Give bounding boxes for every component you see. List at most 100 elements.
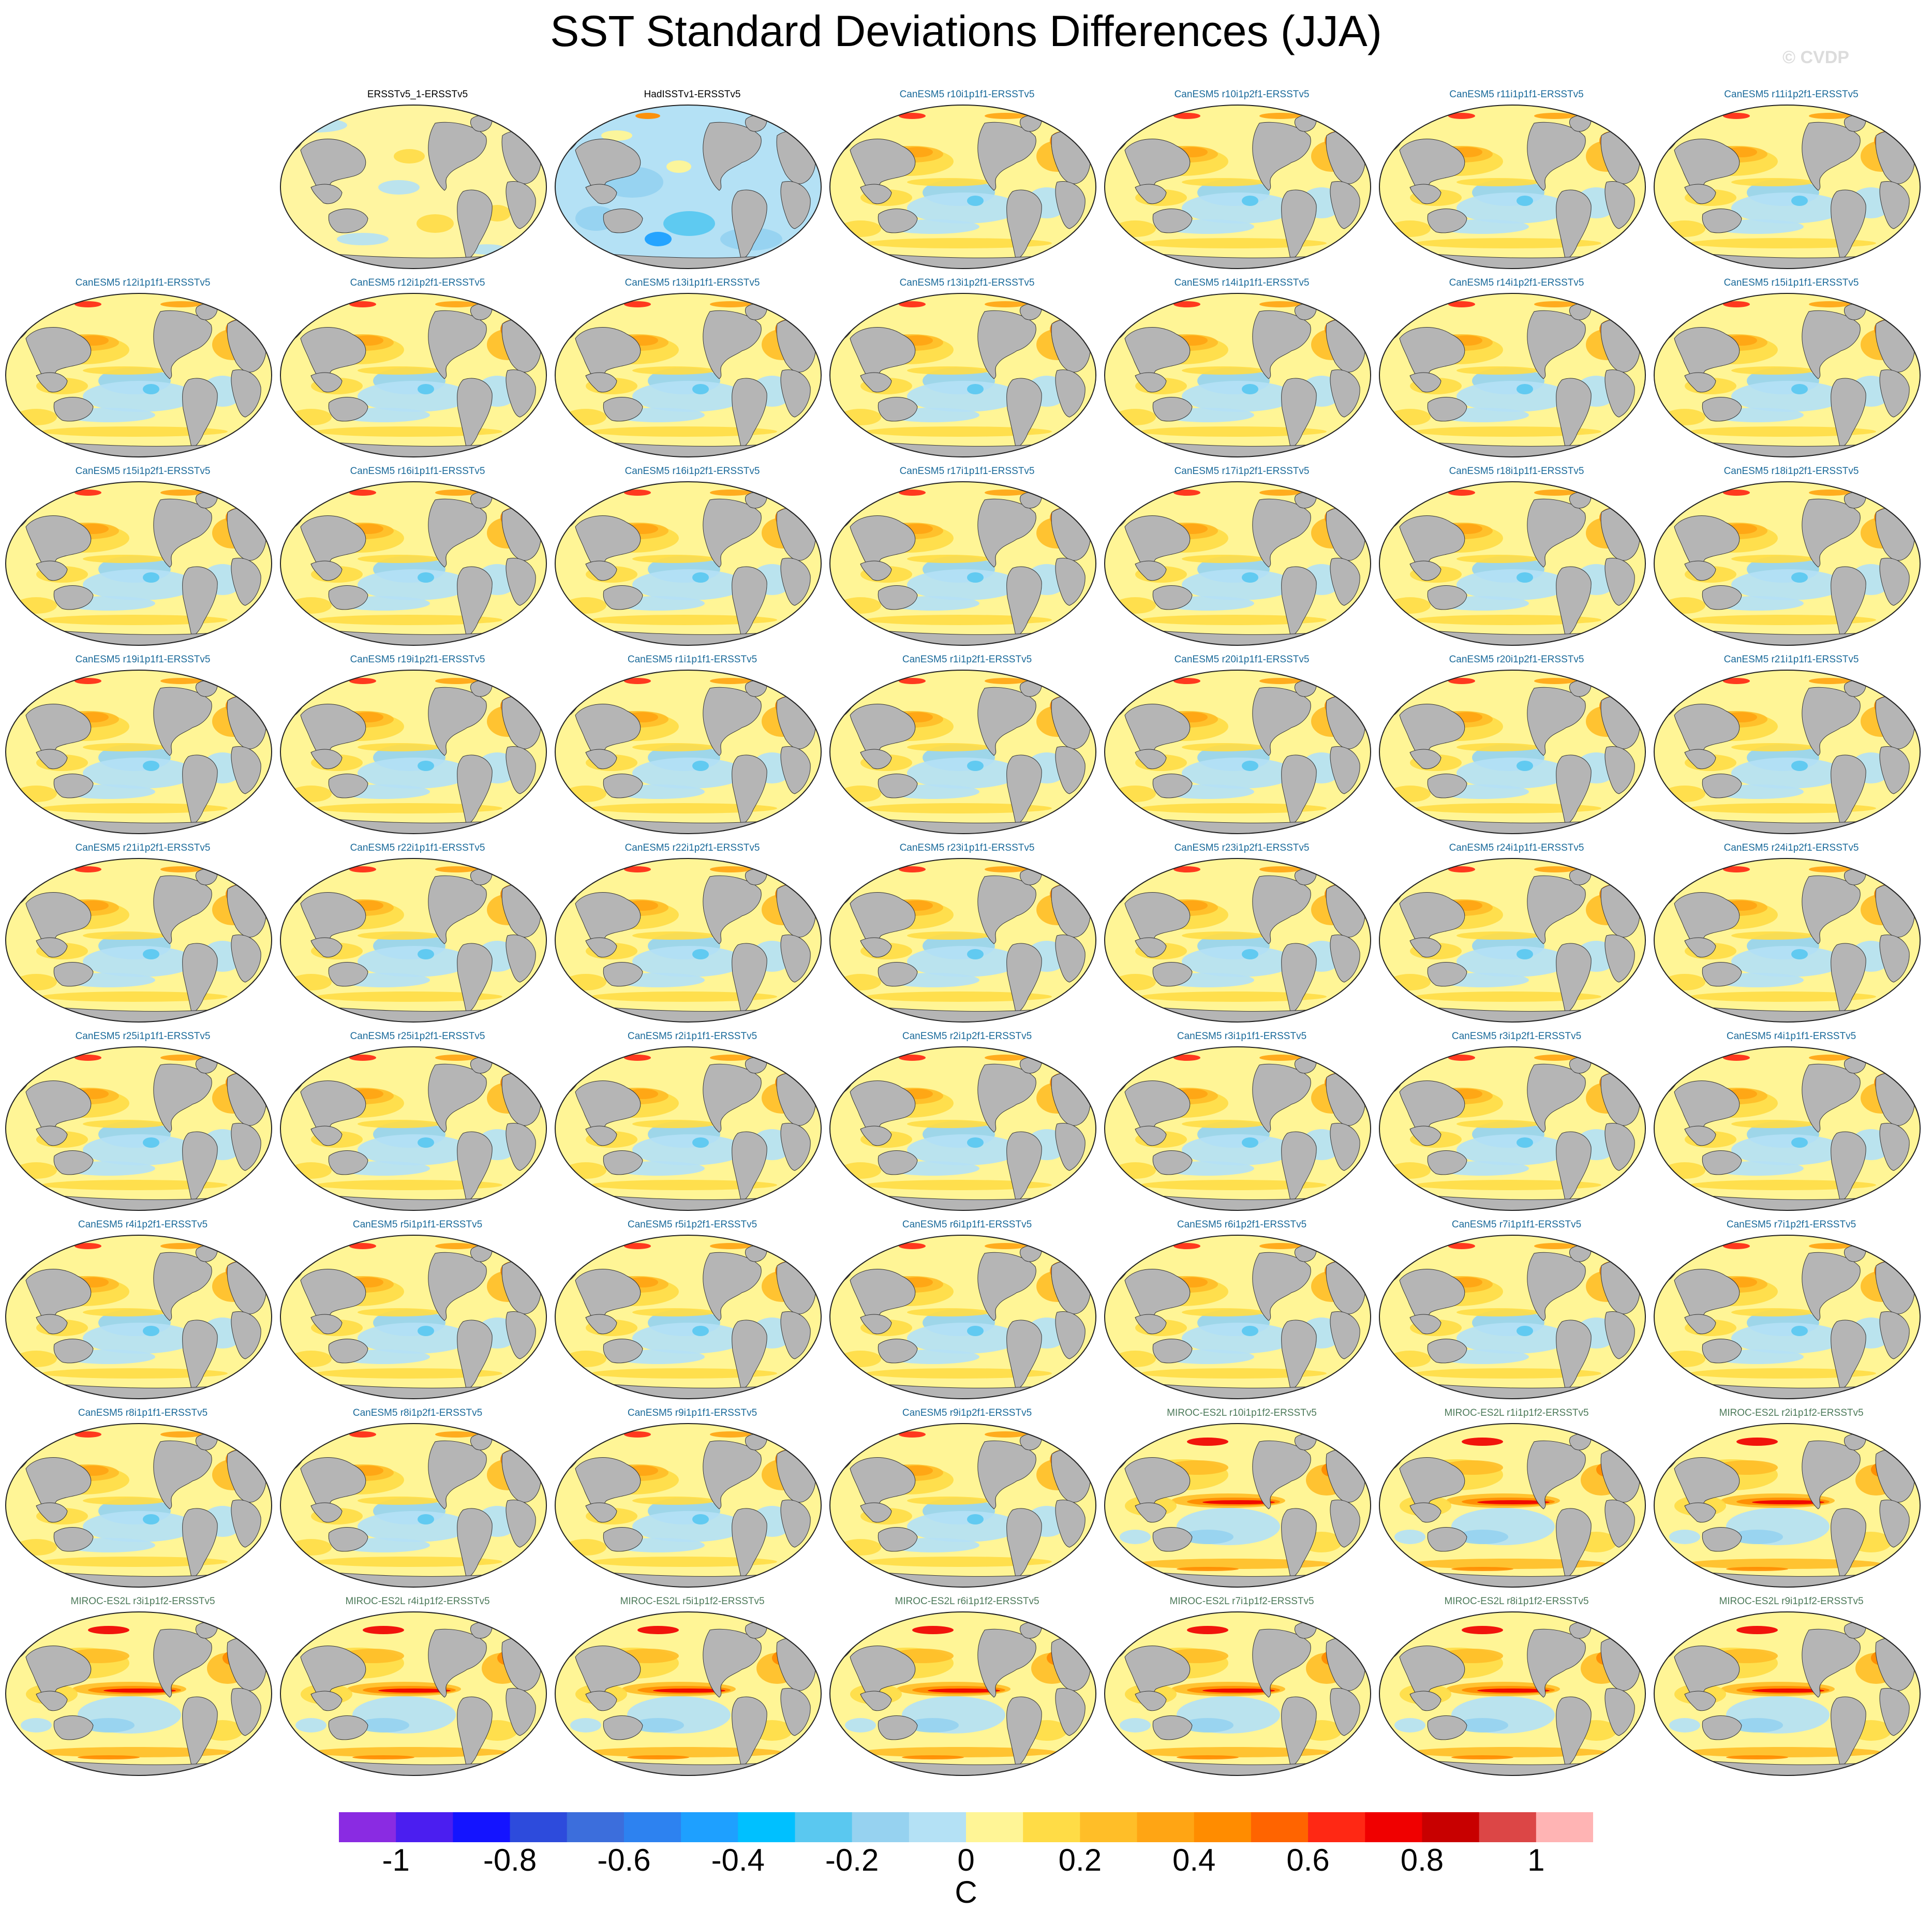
robinson-map	[5, 1235, 272, 1399]
panel-title: CanESM5 r5i1p1f1-ERSSTv5	[352, 1219, 483, 1230]
colorbar-tick-label: -0.4	[711, 1843, 765, 1877]
colorbar-tick-label: -0.2	[825, 1843, 879, 1877]
colorbar-tick-label: 1	[1527, 1843, 1545, 1877]
robinson-map	[555, 1235, 822, 1399]
land-mask	[7, 303, 266, 457]
map-panel: CanESM5 r17i1p1f1-ERSSTv5	[829, 466, 1105, 649]
map-panel: CanESM5 r25i1p1f1-ERSSTv5	[5, 1031, 280, 1215]
panel-title: MIROC-ES2L r9i1p1f2-ERSSTv5	[1719, 1596, 1864, 1607]
colorbar-tick-label: 0.2	[1058, 1843, 1102, 1877]
panel-title: CanESM5 r7i1p1f1-ERSSTv5	[1451, 1219, 1582, 1230]
panel-title: CanESM5 r22i1p2f1-ERSSTv5	[625, 842, 760, 853]
panel-title: CanESM5 r9i1p2f1-ERSSTv5	[902, 1408, 1032, 1418]
map-panel: MIROC-ES2L r4i1p1f2-ERSSTv5	[280, 1596, 555, 1780]
panel-title: CanESM5 r2i1p1f1-ERSSTv5	[627, 1031, 757, 1042]
watermark: © CVDP	[1782, 48, 1849, 67]
panel-title: ERSSTv5_1-ERSSTv5	[367, 89, 468, 100]
map-panel: CanESM5 r15i1p2f1-ERSSTv5	[5, 466, 280, 649]
robinson-map	[1104, 670, 1371, 834]
robinson-map	[1379, 105, 1646, 269]
map-panel: MIROC-ES2L r7i1p1f2-ERSSTv5	[1104, 1596, 1379, 1780]
land-mask	[1655, 1245, 1915, 1399]
panel-title: CanESM5 r8i1p2f1-ERSSTv5	[352, 1408, 483, 1418]
panel-title: CanESM5 r12i1p2f1-ERSSTv5	[350, 277, 485, 288]
robinson-map	[1654, 293, 1921, 457]
map-panel: CanESM5 r1i1p1f1-ERSSTv5	[555, 654, 830, 838]
colorbar-tick-label: 0.8	[1400, 1843, 1444, 1877]
robinson-map	[1654, 1611, 1921, 1776]
map-panel: CanESM5 r9i1p2f1-ERSSTv5	[829, 1408, 1105, 1591]
panel-title: CanESM5 r19i1p2f1-ERSSTv5	[350, 654, 485, 665]
map-panel: CanESM5 r4i1p2f1-ERSSTv5	[5, 1219, 280, 1403]
panel-title: CanESM5 r1i1p1f1-ERSSTv5	[627, 654, 757, 665]
robinson-map	[1379, 670, 1646, 834]
robinson-map	[1654, 858, 1921, 1023]
robinson-map	[5, 293, 272, 457]
colorbar-tick-label: -0.6	[597, 1843, 651, 1877]
panel-title: MIROC-ES2L r8i1p1f2-ERSSTv5	[1444, 1596, 1589, 1607]
robinson-map	[1104, 481, 1371, 646]
panel-title: CanESM5 r3i1p2f1-ERSSTv5	[1451, 1031, 1582, 1042]
colorbar-tick-label: 0.6	[1286, 1843, 1330, 1877]
colorbar-swatch	[1023, 1812, 1080, 1842]
panel-title: CanESM5 r11i1p1f1-ERSSTv5	[1449, 89, 1584, 100]
panel-title: MIROC-ES2L r10i1p1f2-ERSSTv5	[1167, 1408, 1317, 1418]
robinson-map	[280, 670, 547, 834]
map-panel: CanESM5 r12i1p2f1-ERSSTv5	[280, 277, 555, 461]
panel-title: CanESM5 r9i1p1f1-ERSSTv5	[627, 1408, 757, 1418]
robinson-map	[1379, 1046, 1646, 1211]
land-mask	[1655, 868, 1915, 1022]
panel-title: CanESM5 r2i1p2f1-ERSSTv5	[902, 1031, 1032, 1042]
panel-title: CanESM5 r21i1p2f1-ERSSTv5	[75, 842, 211, 853]
map-panel: MIROC-ES2L r3i1p1f2-ERSSTv5	[5, 1596, 280, 1780]
robinson-map	[280, 481, 547, 646]
robinson-map	[555, 1046, 822, 1211]
colorbar-tick-label: 0	[957, 1843, 975, 1877]
colorbar-swatch	[1536, 1812, 1593, 1842]
robinson-map	[5, 1423, 272, 1588]
panel-title: CanESM5 r18i1p1f1-ERSSTv5	[1449, 466, 1584, 477]
colorbar-swatch	[1308, 1812, 1365, 1842]
panel-title: CanESM5 r24i1p1f1-ERSSTv5	[1449, 842, 1584, 853]
panel-title: CanESM5 r14i1p1f1-ERSSTv5	[1174, 277, 1310, 288]
robinson-map	[1104, 1423, 1371, 1588]
map-panel: CanESM5 r5i1p2f1-ERSSTv5	[555, 1219, 830, 1403]
panel-title: MIROC-ES2L r2i1p1f2-ERSSTv5	[1719, 1408, 1864, 1418]
panel-title: CanESM5 r23i1p2f1-ERSSTv5	[1174, 842, 1310, 853]
map-panel: HadISSTv1-ERSSTv5	[555, 89, 830, 273]
colorbar-swatch	[510, 1812, 568, 1842]
robinson-map	[555, 481, 822, 646]
robinson-map	[829, 1046, 1096, 1211]
colorbar-swatch	[1479, 1812, 1537, 1842]
panel-title: CanESM5 r16i1p2f1-ERSSTv5	[625, 466, 760, 477]
map-panel: CanESM5 r15i1p1f1-ERSSTv5	[1654, 277, 1929, 461]
map-panel: CanESM5 r11i1p1f1-ERSSTv5	[1379, 89, 1654, 273]
panel-title: CanESM5 r16i1p1f1-ERSSTv5	[350, 466, 485, 477]
map-panel: CanESM5 r8i1p2f1-ERSSTv5	[280, 1408, 555, 1591]
panel-title: MIROC-ES2L r5i1p1f2-ERSSTv5	[620, 1596, 765, 1607]
panel-title: MIROC-ES2L r4i1p1f2-ERSSTv5	[345, 1596, 490, 1607]
map-panel: CanESM5 r20i1p1f1-ERSSTv5	[1104, 654, 1379, 838]
robinson-map	[1654, 1423, 1921, 1588]
map-panel: CanESM5 r7i1p1f1-ERSSTv5	[1379, 1219, 1654, 1403]
map-panel: ERSSTv5_1-ERSSTv5	[280, 89, 555, 273]
map-panel: CanESM5 r22i1p2f1-ERSSTv5	[555, 842, 830, 1026]
map-panel: CanESM5 r2i1p2f1-ERSSTv5	[829, 1031, 1105, 1215]
colorbar-swatch	[396, 1812, 453, 1842]
map-panel: CanESM5 r18i1p1f1-ERSSTv5	[1379, 466, 1654, 649]
map-panel: CanESM5 r19i1p2f1-ERSSTv5	[280, 654, 555, 838]
robinson-map	[555, 293, 822, 457]
map-panel: CanESM5 r24i1p1f1-ERSSTv5	[1379, 842, 1654, 1026]
map-panel: MIROC-ES2L r8i1p1f2-ERSSTv5	[1379, 1596, 1654, 1780]
map-panel: CanESM5 r14i1p2f1-ERSSTv5	[1379, 277, 1654, 461]
map-panel: CanESM5 r23i1p1f1-ERSSTv5	[829, 842, 1105, 1026]
panel-title: CanESM5 r13i1p1f1-ERSSTv5	[625, 277, 760, 288]
map-panel: CanESM5 r6i1p1f1-ERSSTv5	[829, 1219, 1105, 1403]
map-panel: CanESM5 r3i1p1f1-ERSSTv5	[1104, 1031, 1379, 1215]
panel-title: CanESM5 r25i1p1f1-ERSSTv5	[75, 1031, 211, 1042]
robinson-map	[280, 105, 547, 269]
colorbar-swatch	[738, 1812, 795, 1842]
panel-title: CanESM5 r7i1p2f1-ERSSTv5	[1726, 1219, 1856, 1230]
map-panel: CanESM5 r21i1p1f1-ERSSTv5	[1654, 654, 1929, 838]
robinson-map	[1654, 1046, 1921, 1211]
